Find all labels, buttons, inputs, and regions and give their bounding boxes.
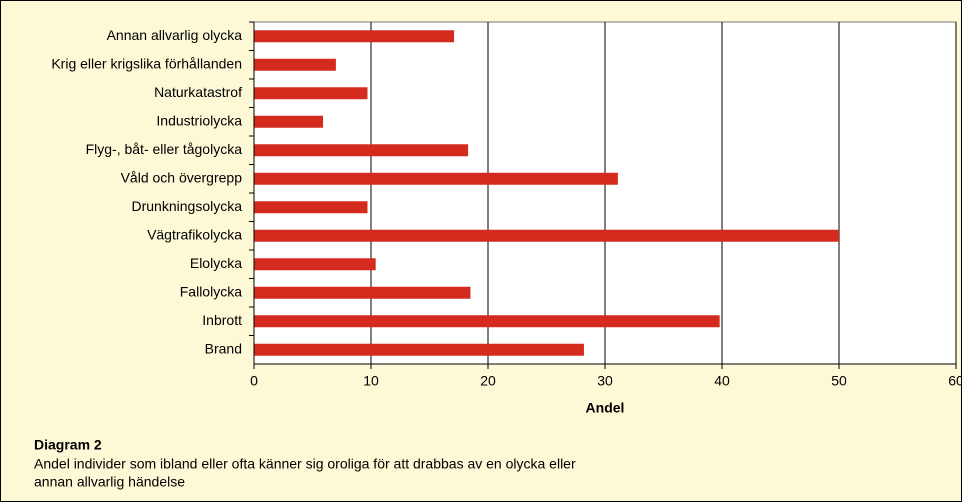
bar [254,229,839,242]
x-tick-label: 10 [363,373,379,389]
y-tick-label: Inbrott [202,312,242,328]
x-tick-label: 50 [831,373,847,389]
y-tick-label: Fallolycka [180,283,242,299]
y-tick-label: Elolycka [190,255,242,271]
y-tick-label: Våld och övergrepp [121,169,243,185]
bar [254,286,471,299]
x-axis-label: Andel [586,400,625,416]
x-tick-label: 40 [714,373,730,389]
y-tick-label: Naturkatastrof [154,84,242,100]
y-tick-label: Drunkningsolycka [132,198,243,214]
bar [254,343,584,356]
bar [254,87,368,100]
bar [254,258,376,271]
caption-title: Diagram 2 [34,437,102,453]
y-tick-label: Krig eller krigslika förhållanden [51,55,242,71]
bar [254,30,455,43]
y-tick-label: Annan allvarlig olycka [107,27,243,43]
y-tick-label: Flyg-, båt- eller tågolycka [86,141,243,157]
x-tick-label: 20 [480,373,496,389]
bar [254,172,618,185]
y-tick-label: Vägtrafikolycka [147,226,242,242]
caption-line: Andel individer som ibland eller ofta kä… [34,456,576,472]
y-tick-label: Brand [205,340,242,356]
bar [254,201,368,214]
bar [254,115,324,128]
x-tick-label: 60 [948,373,962,389]
y-tick-label: Industriolycka [156,112,242,128]
x-tick-label: 0 [250,373,258,389]
bar [254,315,720,328]
x-tick-label: 30 [597,373,613,389]
bar [254,58,336,71]
caption-line: annan allvarlig händelse [34,474,185,490]
bar [254,144,469,157]
